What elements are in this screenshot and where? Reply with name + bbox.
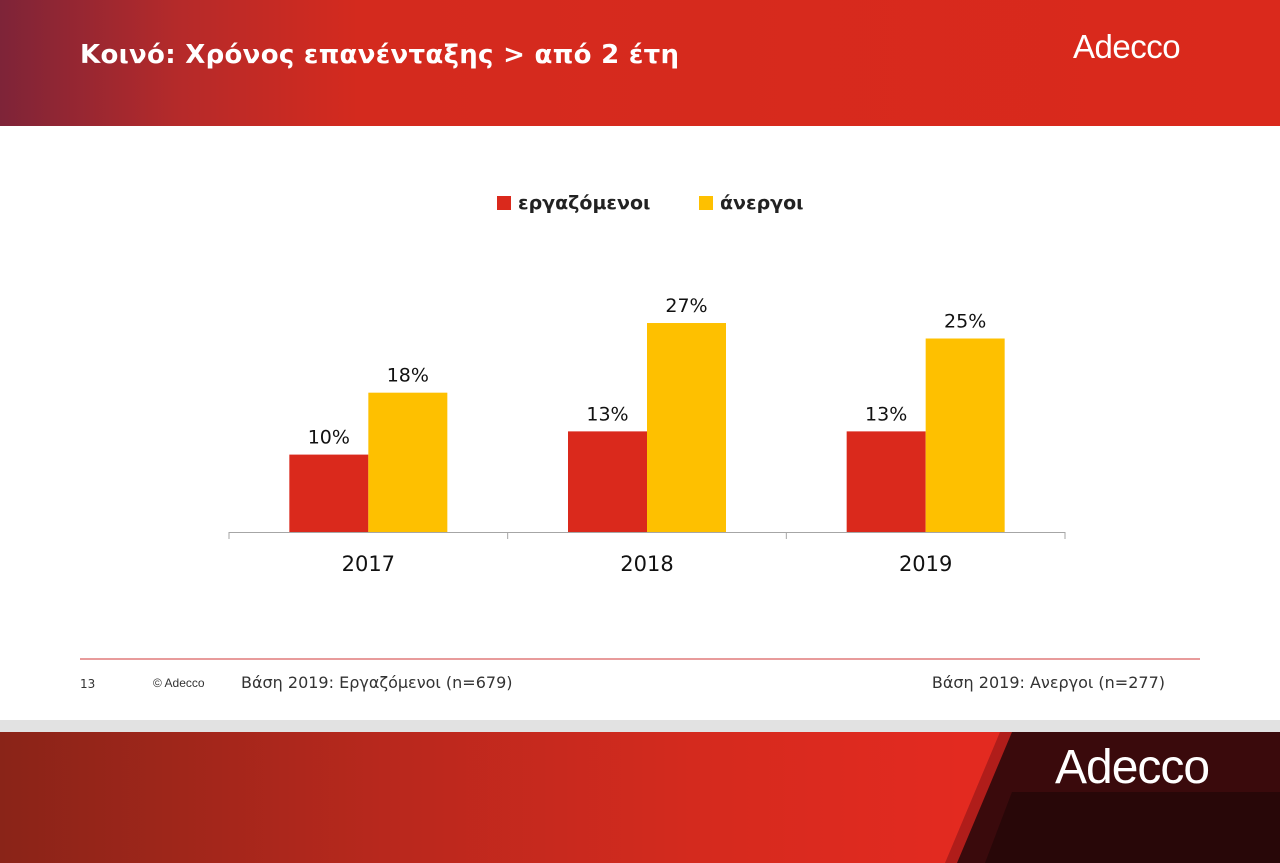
chart-legend: εργαζόμενοι άνεργοι xyxy=(0,192,1280,220)
footer-divider xyxy=(80,658,1200,660)
bar-2018-unemployed xyxy=(647,323,726,532)
bar-2019-employed xyxy=(846,431,926,532)
legend-label-unemployed: άνεργοι xyxy=(720,192,804,214)
bar-chart: 10% 18% 2017 13% 27% 2018 13% 25% 2019 xyxy=(228,295,1066,576)
legend-item-unemployed: άνεργοι xyxy=(699,192,804,214)
data-label-2017-employed: 10% xyxy=(308,427,350,449)
page-number: 13 xyxy=(80,677,96,691)
legend-label-employed: εργαζόμενοι xyxy=(518,192,651,214)
bottom-banner-shape xyxy=(945,732,1280,863)
legend-swatch-unemployed xyxy=(699,196,713,210)
bar-2018-employed xyxy=(568,431,647,532)
adecco-logo-large: Adecco xyxy=(1055,741,1210,794)
base-note-employed: Βάση 2019: Εργαζόμενοι (n=679) xyxy=(241,673,513,692)
bar-2017-unemployed xyxy=(368,392,448,532)
data-label-2018-unemployed: 27% xyxy=(665,295,707,317)
bottom-banner: Adecco xyxy=(0,732,1280,863)
header-banner: Κοινό: Χρόνος επανένταξης > από 2 έτη Ad… xyxy=(0,0,1280,126)
data-label-2019-employed: 13% xyxy=(865,403,907,425)
base-note-unemployed: Βάση 2019: Ανεργοι (n=277) xyxy=(931,673,1165,692)
data-label-2017-unemployed: 18% xyxy=(387,365,429,387)
separator-band xyxy=(0,720,1280,732)
x-tick-label-2017: 2017 xyxy=(342,552,395,576)
copyright-text: © Adecco xyxy=(153,676,205,690)
x-tick-label-2019: 2019 xyxy=(899,552,952,576)
legend-item-employed: εργαζόμενοι xyxy=(497,192,650,214)
x-tick-label-2018: 2018 xyxy=(620,552,673,576)
legend-swatch-employed xyxy=(497,196,511,210)
data-label-2019-unemployed: 25% xyxy=(944,311,986,333)
bar-2017-employed xyxy=(289,454,369,532)
adecco-logo: Adecco xyxy=(1073,28,1181,65)
bar-2019-unemployed xyxy=(925,338,1005,532)
page-title: Κοινό: Χρόνος επανένταξης > από 2 έτη xyxy=(80,40,680,70)
data-label-2018-employed: 13% xyxy=(586,403,628,425)
